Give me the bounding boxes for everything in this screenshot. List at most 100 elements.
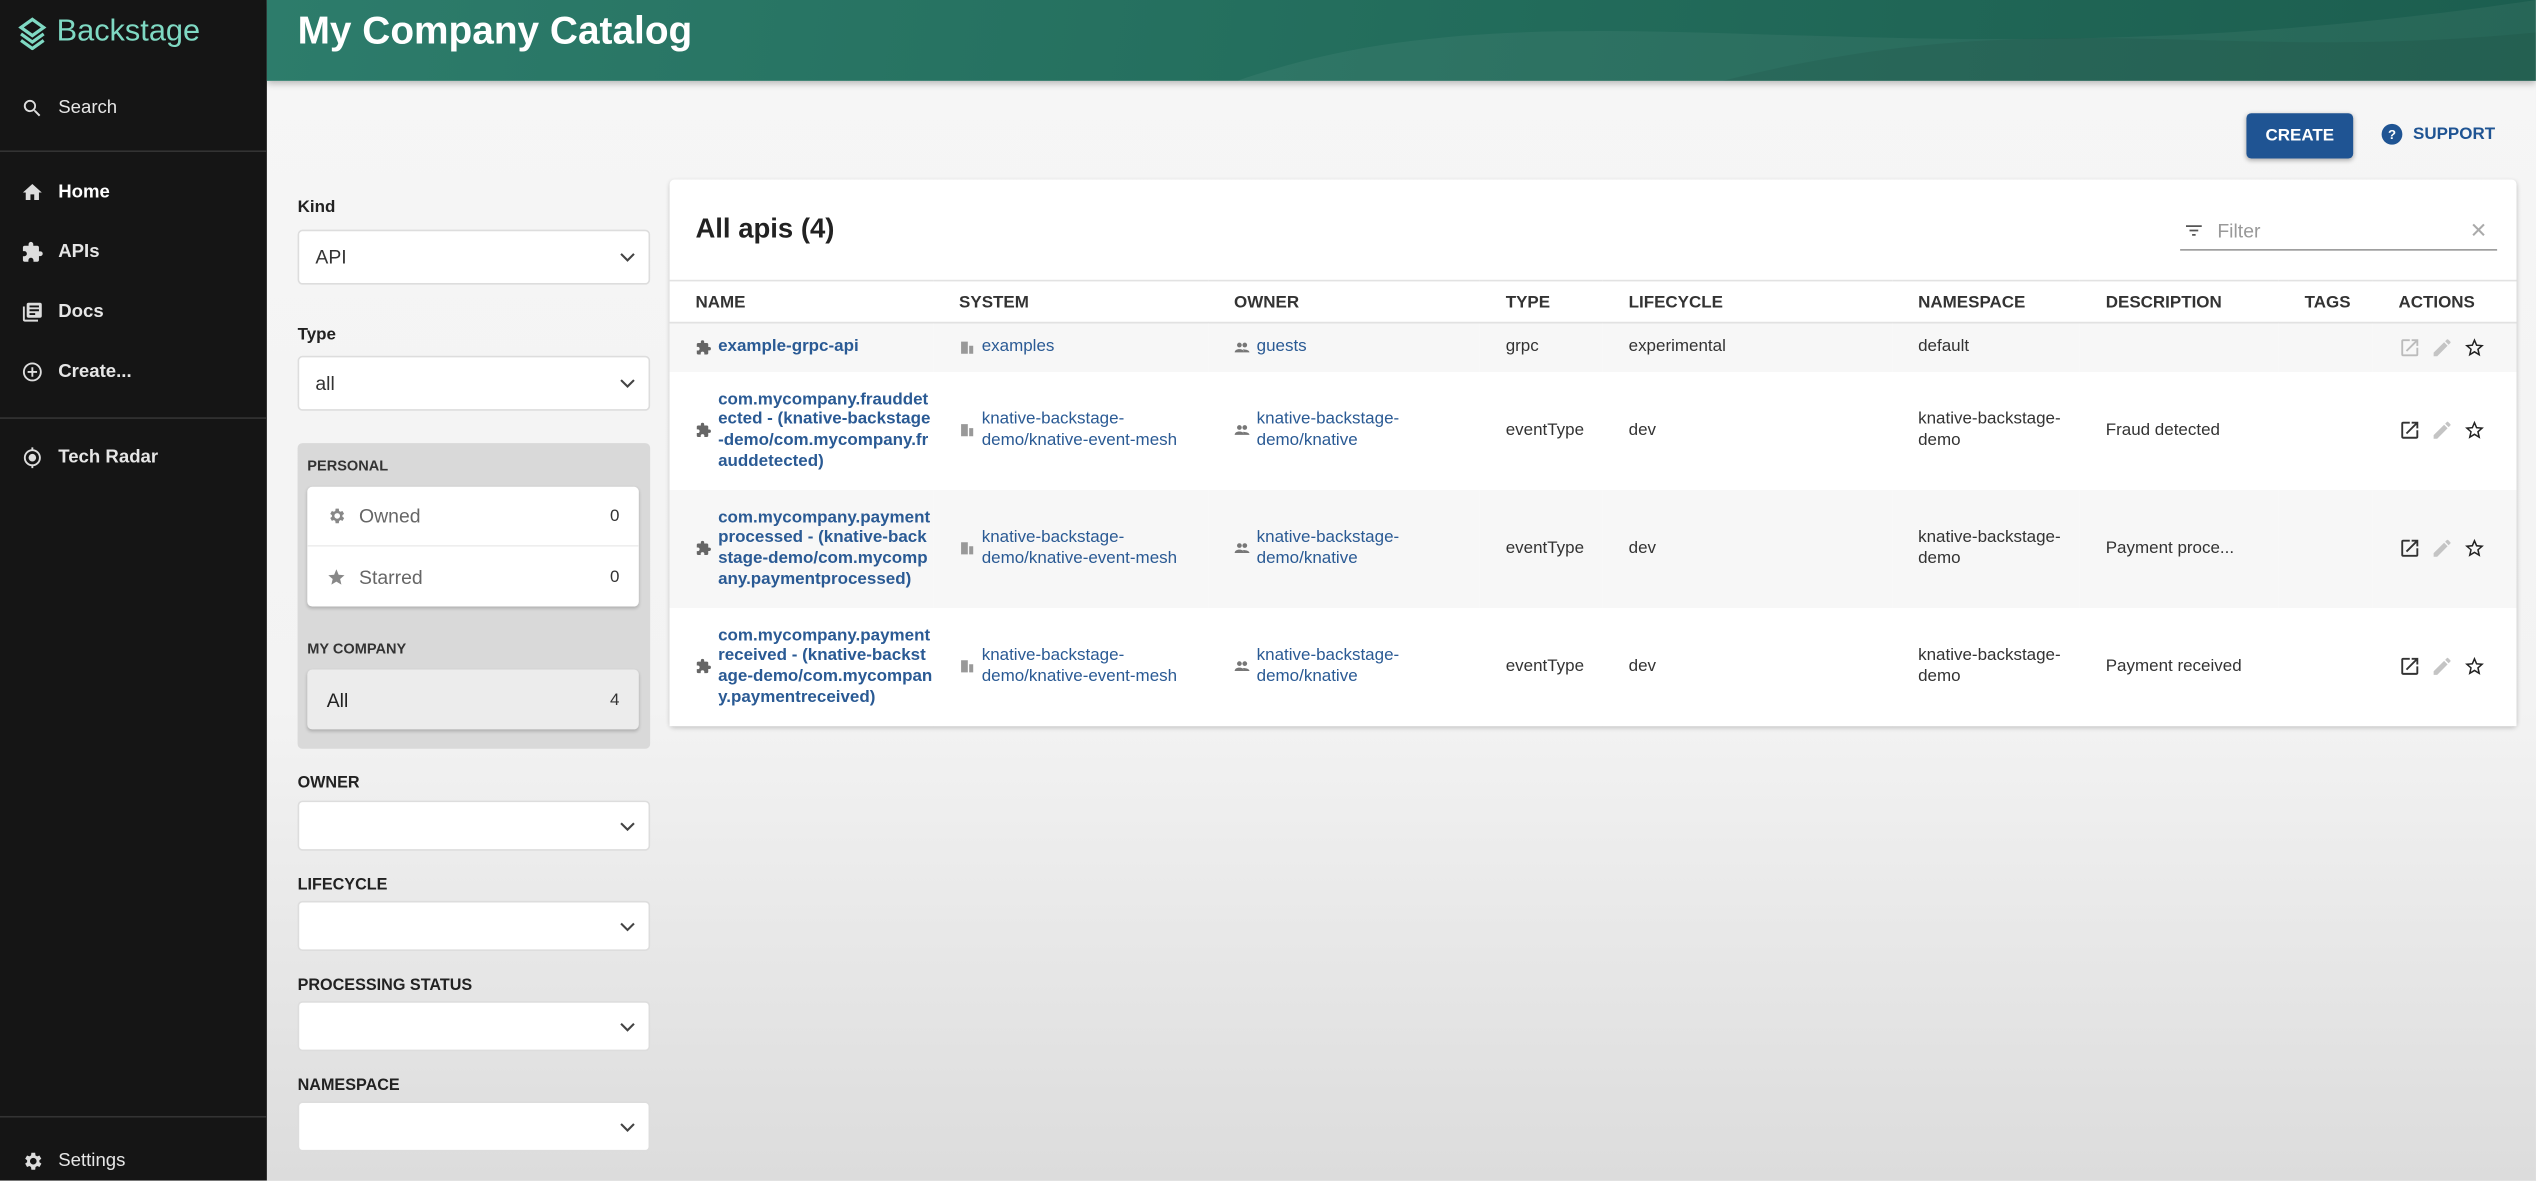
table-row: com.mycompany.paymentreceived - (knative… [669,607,2517,726]
api-name-link[interactable]: example-grpc-api [718,337,859,357]
sidebar-item-home[interactable]: Home [0,168,267,217]
cell-system: knative-backstage-demo/knative-event-mes… [933,607,1209,726]
cell-lifecycle: dev [1602,489,1893,608]
column-header-actions[interactable]: ACTIONS [2372,279,2517,324]
cell-description: Payment received [2079,607,2279,726]
cell-actions [2372,489,2517,608]
namespace-select[interactable] [297,1101,651,1152]
sidebar-item-create[interactable]: Create... [0,348,267,397]
cell-lifecycle: dev [1602,607,1893,726]
puzzle-icon [696,658,711,674]
star-outline-icon[interactable] [2463,336,2486,359]
owner-link[interactable]: guests [1256,337,1307,357]
star-filled-icon [328,568,345,584]
system-icon [961,424,974,437]
open-external-icon[interactable] [2398,537,2421,560]
star-outline-icon[interactable] [2463,537,2486,560]
clear-icon[interactable]: ✕ [2469,217,2488,242]
cell-tags [2278,489,2373,608]
edit-icon[interactable] [2431,419,2454,442]
sidebar-item-apis[interactable]: APIs [0,228,267,277]
docs-icon [22,302,42,322]
type-value: all [315,371,335,395]
kind-label: Kind [297,197,336,217]
edit-icon[interactable] [2431,655,2454,678]
starred-count: 0 [609,566,620,587]
open-external-icon[interactable] [2398,655,2421,678]
column-header-owner[interactable]: OWNER [1208,279,1480,324]
system-link[interactable]: knative-backstage-demo/knative-event-mes… [981,409,1178,450]
cell-actions [2372,322,2517,372]
system-link[interactable]: knative-backstage-demo/knative-event-mes… [981,645,1178,686]
sidebar-item-tech-radar[interactable]: Tech Radar [0,433,267,482]
sidebar-item-label: Home [58,182,110,203]
column-header-description[interactable]: DESCRIPTION [2079,279,2279,324]
sidebar-item-label: Settings [58,1151,126,1171]
help-icon: ? [2381,123,2403,145]
puzzle-icon [22,241,43,262]
personal-heading: PERSONAL [307,457,389,474]
edit-icon[interactable] [2431,537,2454,560]
lifecycle-select[interactable] [297,900,651,951]
column-header-type[interactable]: TYPE [1479,279,1603,324]
filter-starred[interactable]: Starred 0 [307,547,639,607]
cell-name: com.mycompany.paymentprocessed - (knativ… [669,489,934,608]
star-outline-icon[interactable] [2463,419,2486,442]
open-external-icon[interactable] [2398,336,2421,359]
column-header-namespace[interactable]: NAMESPACE [1892,279,2080,324]
divider [0,417,267,419]
filter-placeholder: Filter [2217,219,2261,242]
processing-status-label: PROCESSING STATUS [297,976,473,995]
api-name-link[interactable]: com.mycompany.frauddetected - (knative-b… [718,389,931,470]
column-header-name[interactable]: NAME [669,279,934,324]
company-heading: MY COMPANY [307,640,407,657]
owner-link[interactable]: knative-backstage-demo/knative [1256,527,1400,568]
system-link[interactable]: knative-backstage-demo/knative-event-mes… [981,527,1178,568]
cell-owner: guests [1208,322,1480,372]
owner-select[interactable] [297,800,651,851]
support-button[interactable]: ? SUPPORT [2381,123,2495,146]
cell-name: example-grpc-api [669,322,934,372]
system-link[interactable]: examples [981,337,1055,357]
processing-status-select[interactable] [297,1001,651,1052]
lifecycle-label: LIFECYCLE [297,876,388,895]
api-name-link[interactable]: com.mycompany.paymentprocessed - (knativ… [718,507,931,589]
owner-link[interactable]: knative-backstage-demo/knative [1256,409,1400,450]
kind-select[interactable]: API [297,229,651,285]
cell-name: com.mycompany.frauddetected - (knative-b… [669,371,934,490]
cell-system: knative-backstage-demo/knative-event-mes… [933,371,1209,490]
edit-icon[interactable] [2431,336,2454,359]
sidebar-search[interactable]: Search [0,84,267,133]
create-button[interactable]: CREATE [2246,113,2354,159]
sidebar-item-label: Create... [58,362,132,382]
table-filter-input[interactable]: Filter ✕ [2180,212,2498,251]
filter-all[interactable]: All 4 [307,670,639,730]
divider [0,150,267,153]
open-external-icon[interactable] [2398,419,2421,442]
gear-icon [330,508,345,524]
chevron-down-icon [620,1122,635,1132]
star-outline-icon[interactable] [2463,655,2486,678]
cell-tags [2278,371,2373,490]
type-select[interactable]: all [297,355,651,411]
cell-type: eventType [1479,371,1603,490]
column-header-lifecycle[interactable]: LIFECYCLE [1602,279,1893,324]
column-header-tags[interactable]: TAGS [2278,279,2373,324]
cell-owner: knative-backstage-demo/knative [1208,371,1480,490]
group-icon [1234,543,1250,553]
sidebar-item-docs[interactable]: Docs [0,288,267,337]
cell-actions [2372,607,2517,726]
page-header: My Company Catalog [266,0,2536,81]
sidebar: Backstage Search Home APIs Docs Create..… [0,0,267,1181]
column-header-system[interactable]: SYSTEM [933,279,1209,324]
table-title: All apis (4) [695,213,835,245]
home-icon [22,183,42,201]
company-group: All 4 [307,669,639,730]
owner-link[interactable]: knative-backstage-demo/knative [1256,645,1400,686]
sidebar-item-settings[interactable]: Settings [0,1137,267,1181]
backstage-logo[interactable]: Backstage [16,15,200,51]
filter-owned[interactable]: Owned 0 [307,487,639,547]
api-name-link[interactable]: com.mycompany.paymentreceived - (knative… [718,625,933,707]
namespace-label: NAMESPACE [297,1077,400,1095]
